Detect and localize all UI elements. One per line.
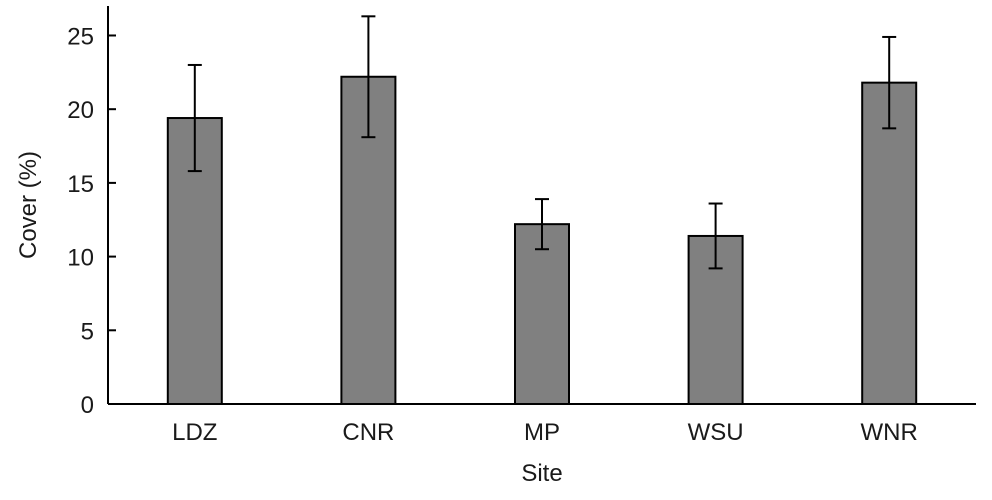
x-tick-label: CNR [342,419,394,446]
y-tick-label: 15 [67,171,94,198]
error-bar [708,202,723,270]
bars [166,15,918,405]
y-axis-ticks: 0 5 10 15 20 25 [67,23,116,419]
x-tick-label: MP [524,419,560,446]
error-bar [882,35,897,130]
bar [514,223,570,405]
y-tick-label: 0 [81,392,94,419]
y-tick-label: 25 [67,23,94,50]
bar [861,81,918,405]
y-tick-label: 10 [67,245,94,272]
error-bar [187,63,202,173]
y-tick-label: 5 [81,318,94,345]
y-axis-title: Cover (%) [15,151,42,259]
error-bar [535,198,549,251]
bar [166,117,223,405]
error-bar [361,15,376,139]
x-tick-label: WNR [861,419,918,446]
x-axis-ticks: LDZ CNR MP WSU WNR [172,419,918,446]
x-tick-label: LDZ [172,419,217,446]
x-axis-title: Site [521,460,562,487]
y-tick-label: 20 [67,97,94,124]
x-tick-label: WSU [688,419,744,446]
